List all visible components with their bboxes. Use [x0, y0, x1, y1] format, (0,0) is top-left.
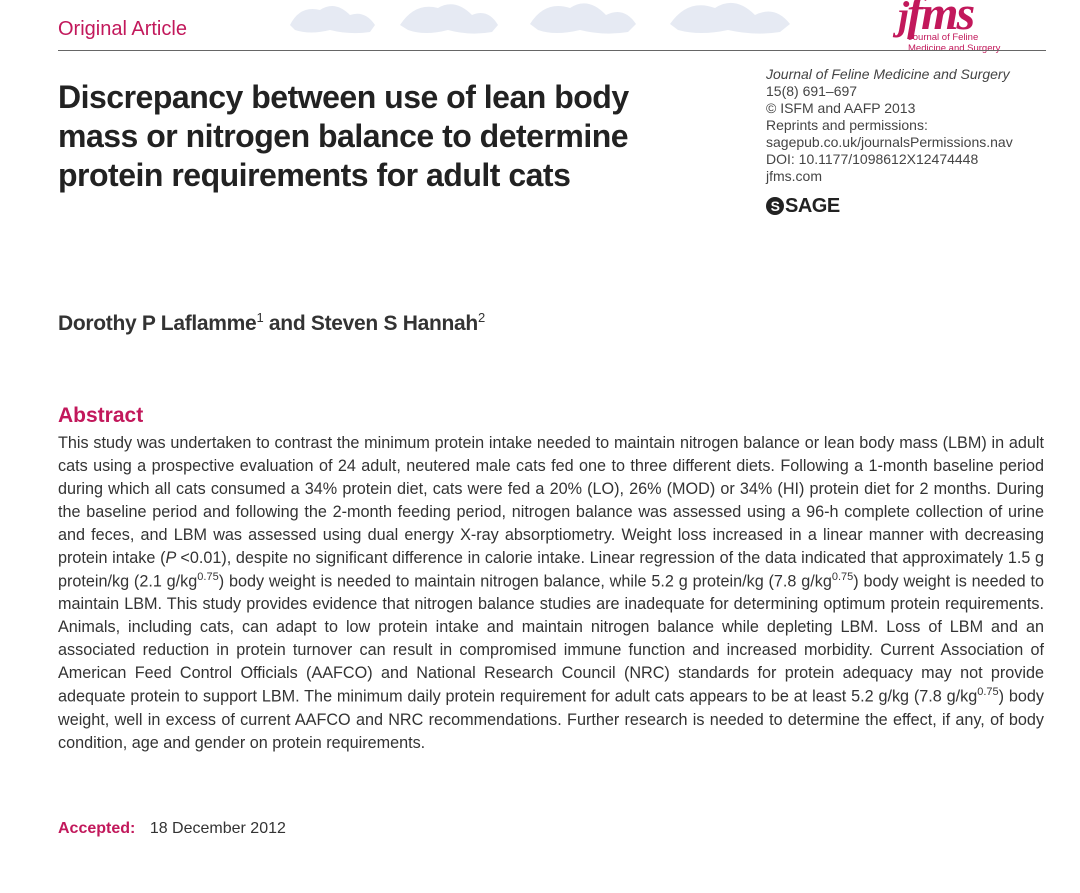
meta-journal-name: Journal of Feline Medicine and Surgery	[766, 66, 1046, 83]
meta-copyright: © ISFM and AAFP 2013	[766, 100, 1046, 117]
accepted-line: Accepted: 18 December 2012	[58, 820, 286, 838]
abstract-text: This study was undertaken to contrast th…	[58, 432, 1044, 755]
meta-reprints-label: Reprints and permissions:	[766, 117, 1046, 134]
accepted-label: Accepted:	[58, 820, 135, 837]
header-silhouettes	[280, 0, 800, 40]
author-2-name: Steven S Hannah	[311, 312, 478, 335]
authors-line: Dorothy P Laflamme1 and Steven S Hannah2	[58, 310, 485, 336]
meta-site: jfms.com	[766, 168, 1046, 185]
author-joiner: and	[263, 312, 311, 335]
article-title: Discrepancy between use of lean body mas…	[58, 78, 678, 195]
journal-logo-script: jfms	[898, 0, 1046, 35]
article-type-label: Original Article	[58, 18, 187, 41]
author-2-aff: 2	[478, 310, 485, 325]
meta-doi: DOI: 10.1177/1098612X12474448	[766, 151, 1046, 168]
author-1-name: Dorothy P Laflamme	[58, 312, 256, 335]
publisher-logo: SSAGE	[766, 194, 1046, 218]
meta-reprints-url: sagepub.co.uk/journalsPermissions.nav	[766, 134, 1046, 151]
sage-s-icon: S	[766, 197, 784, 215]
accepted-date: 18 December 2012	[150, 820, 286, 837]
journal-logo: jfms Journal of Feline Medicine and Surg…	[886, 0, 1046, 54]
header-divider	[58, 50, 1046, 51]
abstract-section: Abstract This study was undertaken to co…	[58, 404, 1044, 755]
article-meta: Journal of Feline Medicine and Surgery 1…	[766, 66, 1046, 218]
meta-citation: 15(8) 691–697	[766, 83, 1046, 100]
abstract-heading: Abstract	[58, 404, 1044, 428]
